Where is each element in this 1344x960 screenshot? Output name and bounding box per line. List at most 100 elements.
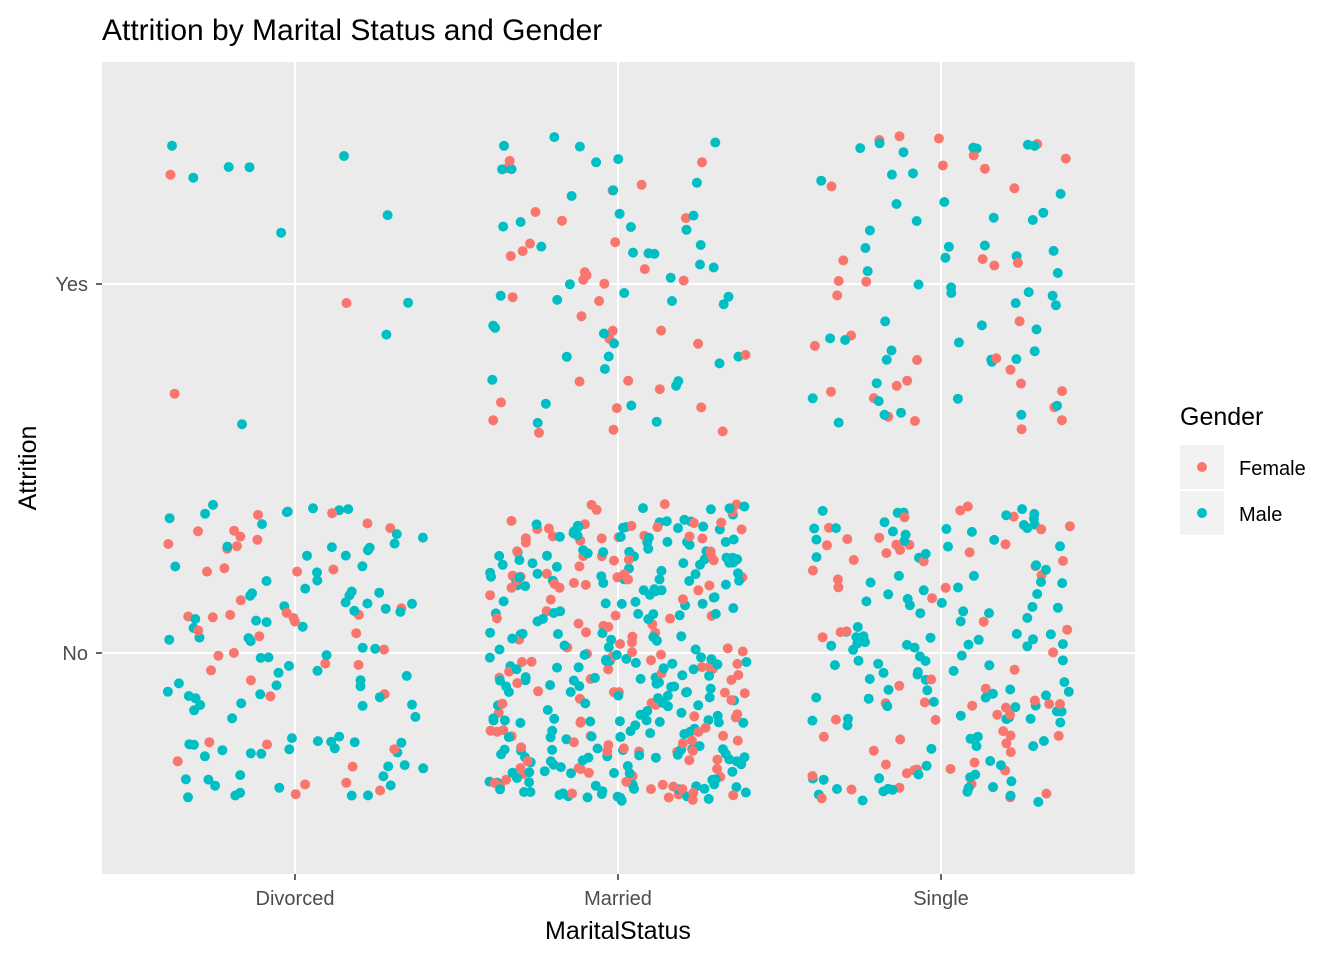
point-female-divorced-no-33 <box>362 518 373 529</box>
point-male-married-no-37 <box>569 526 580 537</box>
point-male-married-no-158 <box>621 653 632 664</box>
point-female-married-no-26 <box>591 504 602 515</box>
point-female-married-no-29 <box>704 661 715 672</box>
point-male-single-no-19 <box>912 669 923 680</box>
point-male-single-no-27 <box>941 524 952 534</box>
point-male-single-yes-1 <box>943 241 954 252</box>
point-female-single-no-37 <box>868 745 879 756</box>
point-male-married-no-145 <box>643 614 654 625</box>
point-male-divorced-no-27 <box>302 550 312 561</box>
point-male-divorced-no-59 <box>200 508 211 519</box>
point-male-married-yes-31 <box>626 400 637 411</box>
point-male-divorced-no-74 <box>256 748 267 759</box>
point-female-married-yes-29 <box>740 349 751 360</box>
point-male-single-no-22 <box>853 655 864 666</box>
point-female-single-no-63 <box>846 784 857 795</box>
point-male-married-no-23 <box>494 644 505 655</box>
point-female-divorced-no-16 <box>320 658 331 669</box>
point-male-married-yes-44 <box>718 299 729 310</box>
point-female-married-no-125 <box>646 655 656 666</box>
point-female-married-no-84 <box>504 666 515 677</box>
point-male-married-no-86 <box>690 569 701 580</box>
point-male-married-yes-42 <box>598 328 609 339</box>
point-male-single-no-72 <box>861 596 872 607</box>
point-female-married-yes-30 <box>530 207 541 217</box>
point-female-single-no-64 <box>822 540 832 551</box>
point-male-single-no-101 <box>1055 541 1065 552</box>
point-male-single-yes-25 <box>908 168 918 179</box>
point-female-married-no-134 <box>621 776 632 787</box>
point-male-married-no-0 <box>704 692 715 703</box>
point-male-divorced-no-4 <box>349 605 360 616</box>
point-male-single-no-32 <box>984 608 994 619</box>
point-female-single-yes-28 <box>1056 415 1067 426</box>
point-male-married-no-178 <box>733 568 743 579</box>
point-female-single-no-33 <box>1009 664 1020 675</box>
point-male-single-no-109 <box>817 505 828 516</box>
point-female-married-no-57 <box>603 664 614 675</box>
point-female-married-yes-1 <box>525 238 535 249</box>
point-female-single-no-61 <box>832 574 843 585</box>
point-male-married-no-152 <box>615 731 626 742</box>
point-female-single-no-51 <box>817 632 828 643</box>
point-male-married-no-95 <box>498 596 509 607</box>
point-male-divorced-no-19 <box>190 614 201 624</box>
point-female-divorced-no-36 <box>281 607 292 618</box>
point-female-divorced-no-25 <box>231 541 242 552</box>
point-female-married-no-82 <box>646 784 656 795</box>
point-male-single-no-68 <box>985 756 996 766</box>
point-female-married-no-51 <box>627 631 638 642</box>
point-male-single-yes-30 <box>864 225 875 236</box>
axes: Divorced Married Single No Yes <box>55 274 968 910</box>
point-male-divorced-no-70 <box>321 650 332 661</box>
point-male-married-no-200 <box>616 598 627 609</box>
point-female-single-no-41 <box>824 522 834 533</box>
point-female-divorced-no-42 <box>207 612 218 623</box>
point-female-married-no-91 <box>718 730 729 741</box>
point-male-divorced-no-43 <box>164 634 175 645</box>
point-male-divorced-no-40 <box>407 598 417 609</box>
point-male-married-no-4 <box>678 558 689 569</box>
point-female-married-no-33 <box>700 722 711 733</box>
point-male-married-no-50 <box>551 561 562 572</box>
y-tick-label-yes: Yes <box>55 274 88 296</box>
point-female-single-no-32 <box>998 726 1009 737</box>
point-male-single-yes-38 <box>988 212 999 223</box>
point-male-divorced-no-45 <box>263 652 274 663</box>
point-male-married-no-25 <box>656 585 667 596</box>
point-male-single-yes-4 <box>946 282 957 293</box>
point-male-single-yes-39 <box>953 337 964 348</box>
point-male-divorced-no-41 <box>208 499 218 510</box>
y-tick-label-no: No <box>62 643 88 665</box>
point-male-married-yes-25 <box>613 154 624 165</box>
point-female-divorced-no-35 <box>375 785 386 796</box>
point-male-married-no-88 <box>644 589 655 600</box>
point-male-single-no-57 <box>883 684 894 695</box>
point-male-married-no-44 <box>485 627 496 638</box>
point-female-married-yes-19 <box>599 278 610 289</box>
point-female-married-no-10 <box>659 499 670 510</box>
point-female-single-no-11 <box>980 683 991 694</box>
point-male-divorced-no-78 <box>308 503 318 514</box>
legend-label-male: Male <box>1239 504 1282 526</box>
point-female-single-no-15 <box>818 731 829 742</box>
point-male-married-no-237 <box>565 687 576 697</box>
point-male-divorced-no-73 <box>227 713 238 724</box>
point-male-married-no-131 <box>559 640 570 651</box>
point-male-single-no-36 <box>1038 736 1049 746</box>
point-male-married-no-29 <box>615 531 626 542</box>
point-male-single-no-74 <box>1041 690 1051 701</box>
point-male-married-yes-26 <box>614 208 625 219</box>
point-male-single-no-124 <box>874 773 885 784</box>
point-female-divorced-yes-1 <box>169 388 180 399</box>
point-male-married-no-84 <box>552 662 562 673</box>
point-female-married-no-101 <box>573 618 584 629</box>
point-male-divorced-no-56 <box>378 771 389 782</box>
point-male-divorced-no-23 <box>343 504 354 515</box>
point-male-single-no-128 <box>972 731 983 742</box>
point-male-divorced-no-52 <box>286 733 297 744</box>
point-male-married-yes-18 <box>673 376 684 387</box>
point-male-divorced-no-7 <box>357 642 368 653</box>
point-male-married-no-240 <box>734 575 745 586</box>
point-female-married-no-103 <box>603 621 614 632</box>
